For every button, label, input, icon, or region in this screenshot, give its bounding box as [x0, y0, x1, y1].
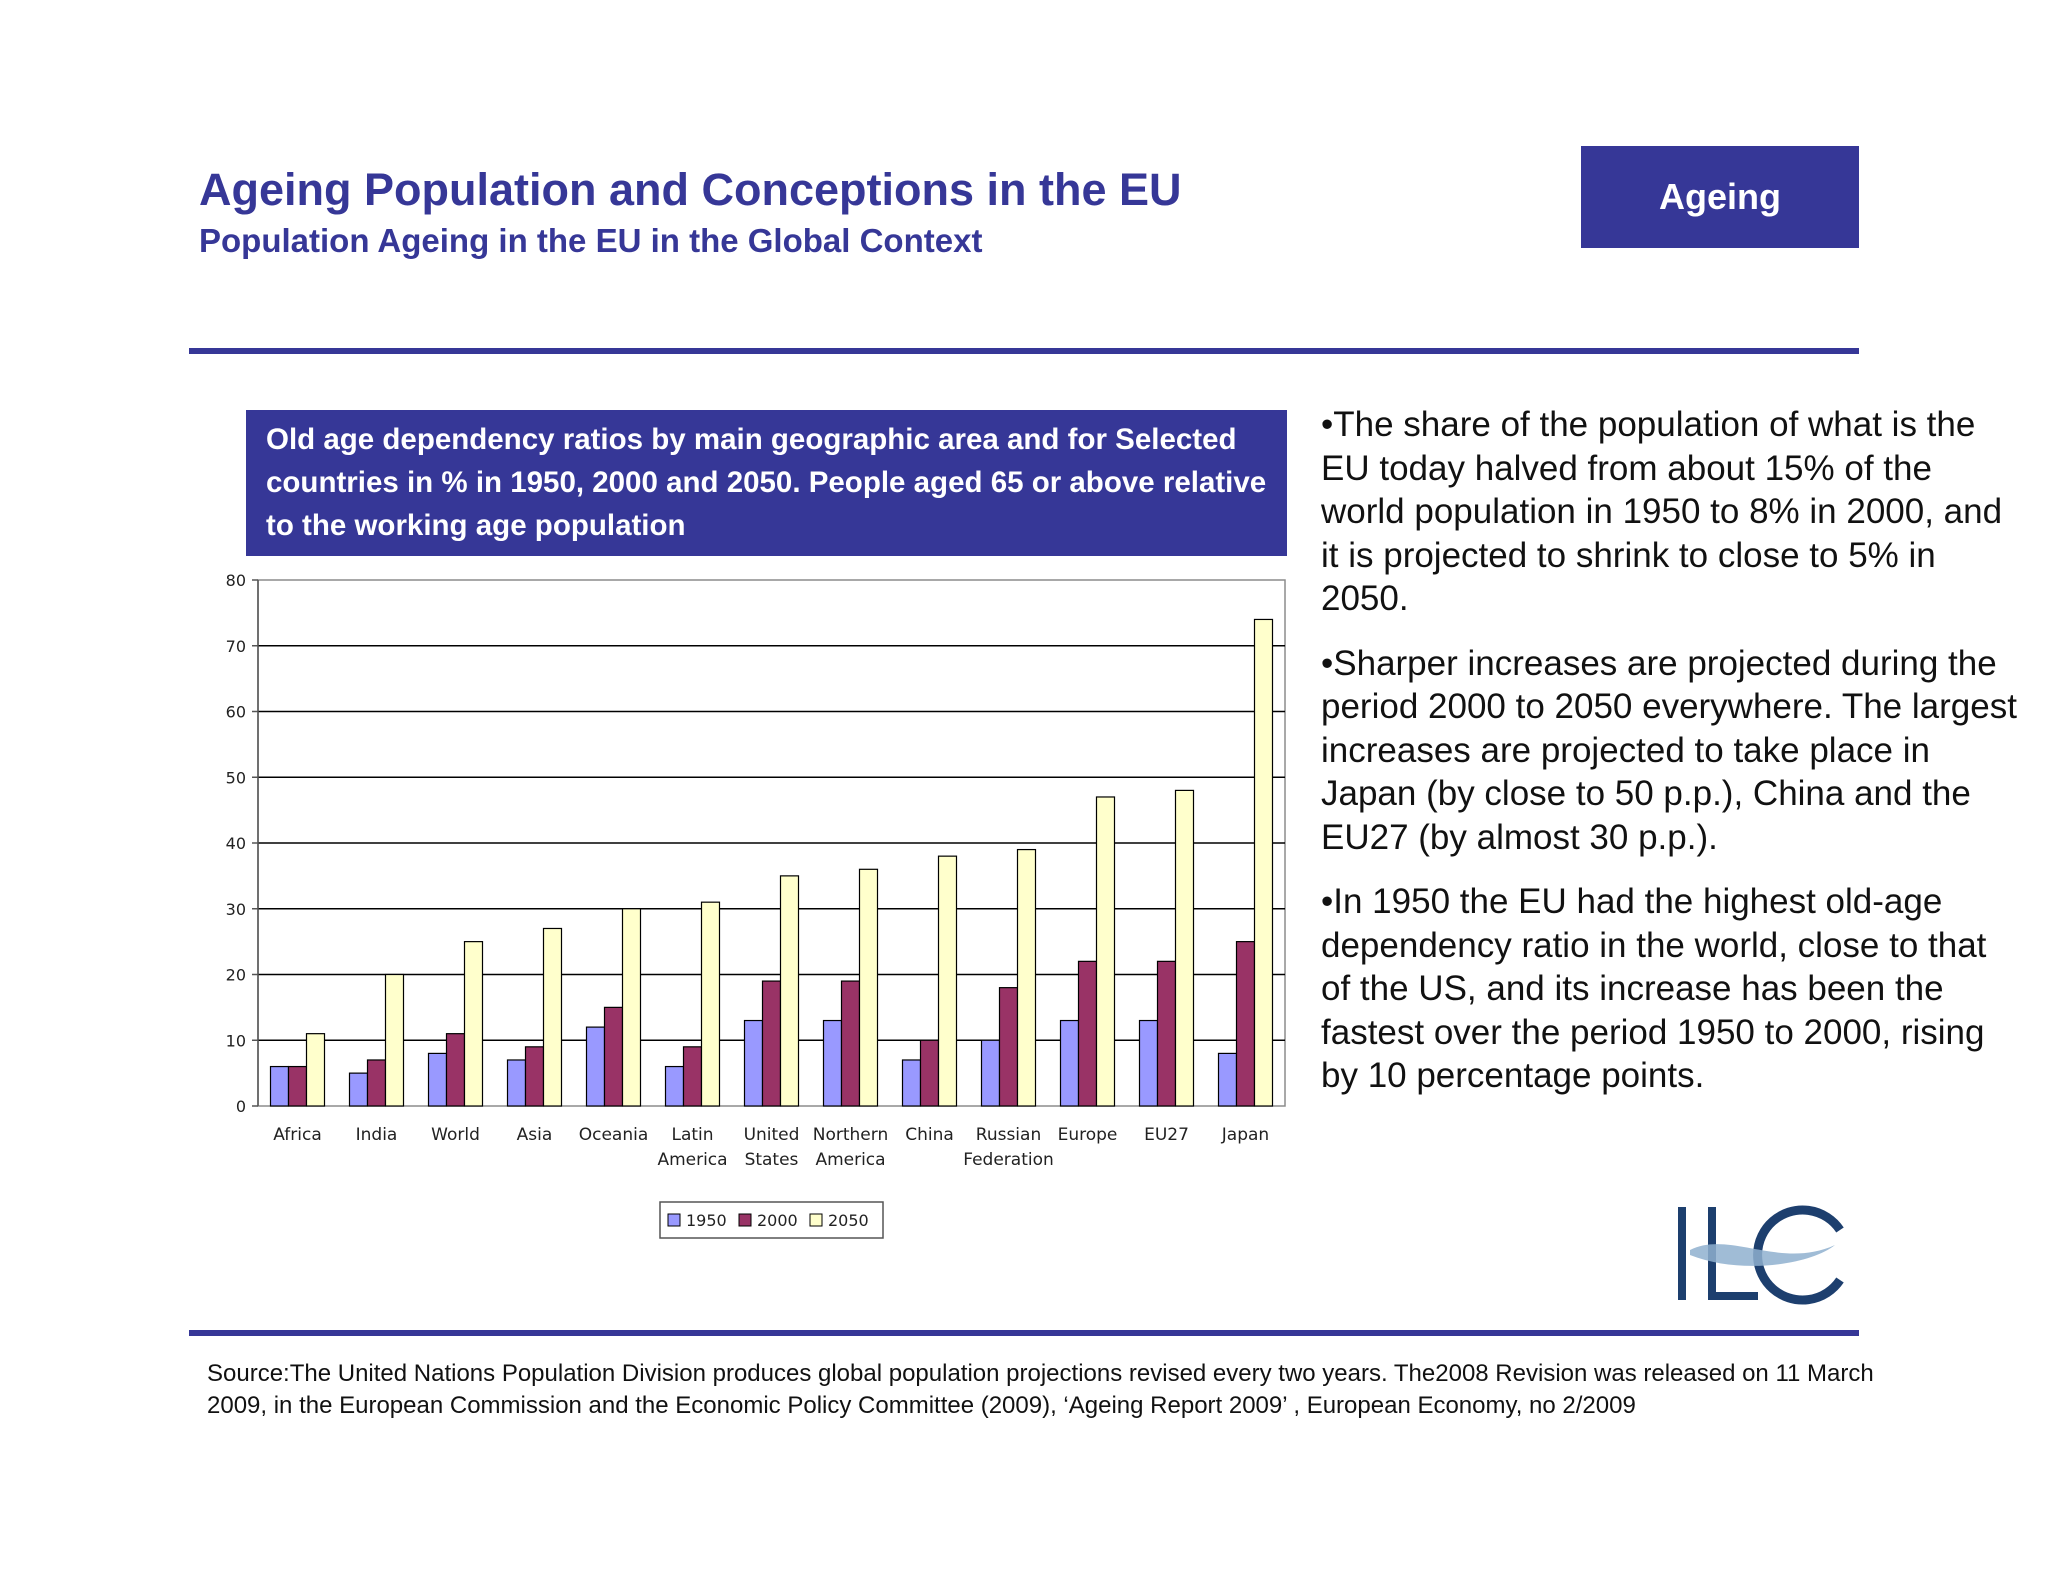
bullet-item: •In 1950 the EU had the highest old-age …: [1321, 882, 1987, 1095]
bar-chart: 0 10 20 30 40 50 60 70 80 Africa India World Asia Oce…: [226, 571, 1286, 1239]
bar-2000: [445, 1033, 466, 1107]
x-tick-label: Africa: [273, 1125, 322, 1145]
x-tick-label: EU27: [1144, 1125, 1189, 1145]
bar-2000: [840, 980, 861, 1107]
x-tick-label: States: [745, 1150, 799, 1170]
bar-1950: [1059, 1019, 1080, 1107]
bar-1950: [427, 1052, 448, 1107]
x-tick-label: World: [431, 1125, 480, 1145]
x-tick-label: India: [356, 1125, 398, 1145]
bar-2050: [1095, 796, 1116, 1107]
x-tick-label: Asia: [517, 1125, 553, 1145]
bar-1950: [980, 1039, 1001, 1107]
bar-1950: [901, 1059, 922, 1107]
y-tick-label: 50: [226, 768, 246, 787]
x-tick-label: Russian: [976, 1125, 1041, 1145]
bar-1950: [506, 1059, 527, 1107]
y-tick-label: 30: [226, 900, 246, 919]
bar-2050: [305, 1033, 326, 1107]
page-subtitle: Population Ageing in the EU in the Globa…: [199, 222, 983, 259]
bar-1950: [1138, 1019, 1159, 1107]
chart-legend: [659, 1201, 884, 1239]
x-tick-label: Latin: [671, 1125, 713, 1145]
legend-label: 2000: [757, 1211, 798, 1230]
bar-2050: [1174, 789, 1195, 1107]
x-tick-label: Northern: [813, 1125, 888, 1145]
y-tick-label: 0: [236, 1097, 246, 1116]
x-tick-label: Federation: [963, 1150, 1054, 1170]
bar-2050: [1016, 848, 1037, 1107]
top-divider: [189, 348, 1859, 354]
bullet-item: •Sharper increases are projected during …: [1321, 643, 2017, 857]
source-note: Source:The United Nations Population Div…: [207, 1360, 1874, 1419]
page-title: Ageing Population and Conceptions in the…: [199, 164, 1182, 215]
bar-2050: [700, 901, 721, 1107]
legend-swatch: [809, 1213, 823, 1227]
bottom-divider: [189, 1330, 1859, 1336]
bar-1950: [269, 1065, 290, 1107]
bar-2050: [779, 875, 800, 1107]
bar-1950: [822, 1019, 843, 1107]
legend-label: 2050: [828, 1211, 869, 1230]
bar-2050: [858, 868, 879, 1107]
y-tick-label: 60: [226, 703, 246, 722]
bar-2000: [1235, 941, 1256, 1107]
bar-1950: [348, 1072, 369, 1107]
bar-2050: [542, 927, 563, 1107]
bar-2000: [524, 1046, 545, 1107]
x-tick-label: Oceania: [579, 1125, 649, 1145]
legend-label: 1950: [686, 1211, 727, 1230]
ilc-logo: [1678, 1205, 1844, 1305]
legend-swatch: [667, 1213, 681, 1227]
bar-2050: [621, 908, 642, 1107]
x-tick-label: America: [815, 1150, 885, 1170]
x-tick-label: America: [657, 1150, 727, 1170]
section-tag: Ageing: [1581, 146, 1859, 248]
bar-2000: [919, 1039, 940, 1107]
legend-swatch: [738, 1213, 752, 1227]
bar-2050: [384, 973, 405, 1107]
y-tick-label: 20: [226, 966, 246, 985]
y-tick-label: 70: [226, 637, 246, 656]
bar-2000: [761, 980, 782, 1107]
bar-2000: [998, 987, 1019, 1107]
bar-1950: [1217, 1052, 1238, 1107]
x-tick-label: China: [905, 1125, 954, 1145]
y-tick-label: 10: [226, 1031, 246, 1050]
bar-2000: [287, 1065, 308, 1107]
bar-2000: [1156, 960, 1177, 1107]
y-tick-label: 80: [226, 571, 246, 590]
x-tick-label: Japan: [1221, 1125, 1269, 1145]
chart-caption: Old age dependency ratios by main geogra…: [246, 410, 1287, 556]
bar-1950: [664, 1065, 685, 1107]
bullet-list: •The share of the population of what is …: [1321, 403, 2021, 1119]
bar-2000: [682, 1046, 703, 1107]
bar-2000: [366, 1059, 387, 1107]
bar-2050: [937, 855, 958, 1107]
bullet-item: •The share of the population of what is …: [1321, 405, 2003, 618]
x-tick-label: Europe: [1058, 1125, 1118, 1145]
x-tick-label: United: [744, 1125, 800, 1145]
bar-1950: [743, 1019, 764, 1107]
bar-2050: [463, 941, 484, 1107]
y-tick-label: 40: [226, 834, 246, 853]
bar-2050: [1253, 618, 1274, 1107]
bar-1950: [585, 1026, 606, 1107]
bar-2000: [1077, 960, 1098, 1107]
bar-2000: [603, 1006, 624, 1107]
